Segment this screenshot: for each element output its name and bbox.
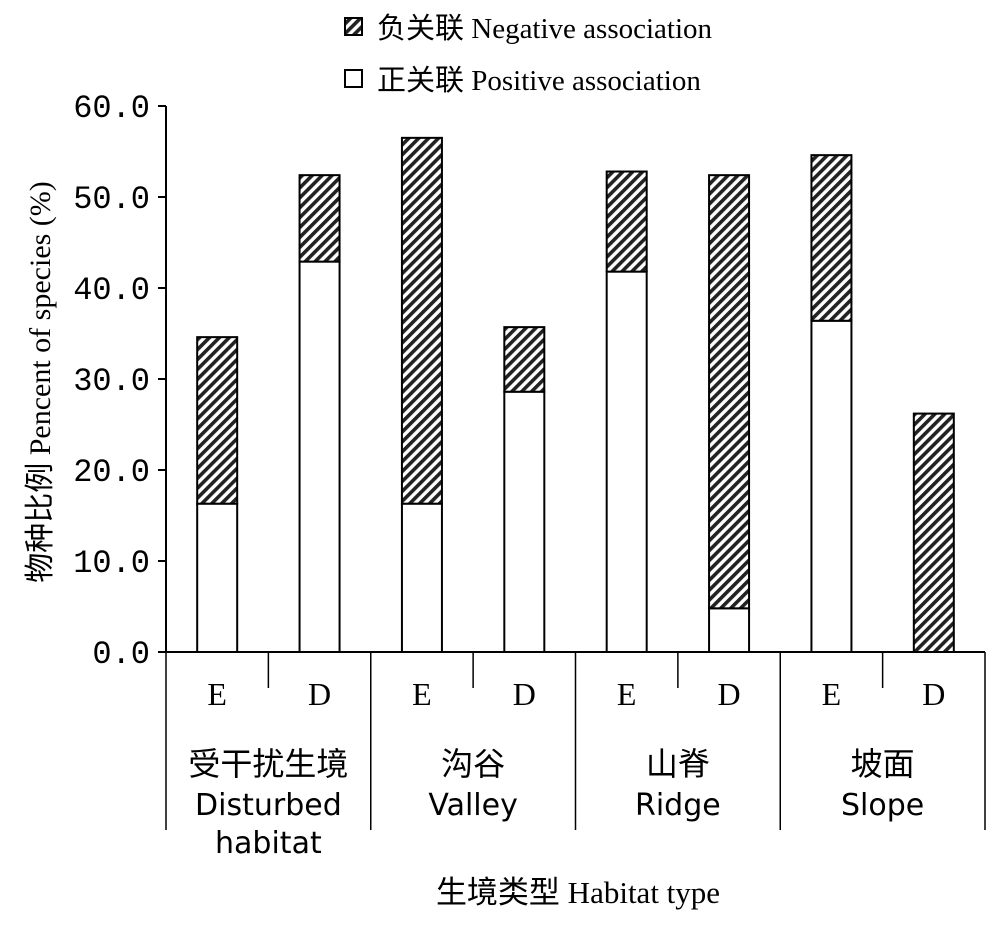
y-tick-label: 30.0	[73, 363, 150, 400]
bar-negative	[605, 170, 648, 273]
bar-positive	[810, 319, 853, 653]
bar-negative	[400, 136, 443, 505]
group-label-en: Slope	[841, 788, 924, 823]
legend-swatch-positive	[344, 69, 363, 88]
y-tick-label: 20.0	[73, 454, 150, 491]
bar-negative	[810, 154, 853, 322]
x-tick-label: E	[207, 676, 227, 712]
legend: 负关联 Negative association 正关联 Positive as…	[344, 12, 713, 97]
bar-positive	[298, 260, 341, 653]
legend-label-positive: 正关联 Positive association	[377, 64, 701, 97]
group-label-zh: 沟谷	[441, 746, 505, 782]
x-tick-label: E	[412, 676, 432, 712]
group-label-en: Disturbed	[195, 788, 342, 823]
bar-negative	[708, 174, 751, 610]
x-tick-label: D	[308, 676, 331, 712]
y-tick-label: 0.0	[92, 636, 150, 673]
legend-swatch-negative	[344, 17, 363, 36]
x-tick-label: D	[922, 676, 945, 712]
bar-negative	[196, 336, 239, 505]
bar-negative	[912, 412, 955, 653]
group-label-zh: 山脊	[646, 746, 710, 782]
legend-label-negative: 负关联 Negative association	[377, 12, 713, 45]
x-tick-label: E	[617, 676, 637, 712]
x-tick-label: D	[718, 676, 741, 712]
bar-positive	[196, 502, 239, 654]
y-tick-label: 60.0	[73, 90, 150, 127]
group-label-zh: 坡面	[851, 746, 915, 782]
y-axis-title: 物种比例 Pencent of species (%)	[24, 181, 57, 583]
y-tick-label: 10.0	[73, 545, 150, 582]
bar-positive	[503, 390, 546, 653]
x-tick-label: D	[513, 676, 536, 712]
group-label-zh: 受干扰生境	[188, 746, 348, 782]
y-tick-label: 50.0	[73, 181, 150, 218]
x-tick-label: E	[822, 676, 842, 712]
axes: 0.0 10.0 20.0 30.0 40.0 50.0 60.0	[73, 90, 986, 830]
bar-negative	[298, 174, 341, 263]
bar-positive	[605, 270, 648, 653]
bar-negative	[503, 326, 546, 393]
y-tick-label: 40.0	[73, 272, 150, 309]
bars	[196, 136, 955, 654]
group-label-en: Valley	[428, 788, 517, 823]
x-axis-title: 生境类型 Habitat type	[436, 875, 720, 910]
bar-positive	[400, 502, 443, 654]
bar-positive	[708, 607, 751, 654]
group-label-en: Ridge	[635, 788, 721, 823]
group-label-en: habitat	[215, 826, 322, 861]
